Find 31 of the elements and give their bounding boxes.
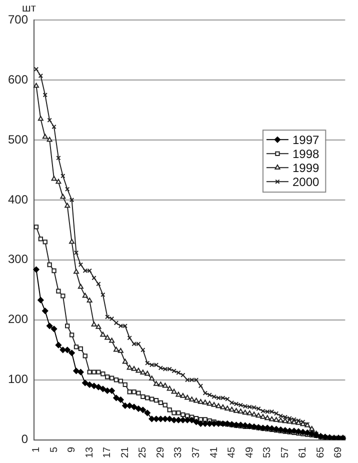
legend-label: 1999 — [292, 160, 320, 175]
x-tick-label: 41 — [208, 446, 220, 458]
y-tick-label: 600 — [8, 72, 28, 86]
x-tick-label: 13 — [84, 446, 96, 458]
y-tick-label: 100 — [8, 372, 28, 386]
x-tick-label: 37 — [191, 446, 202, 458]
x-tick-label: 57 — [280, 446, 291, 458]
legend-label: 1997 — [292, 132, 320, 147]
x-tick-label: 17 — [102, 446, 114, 458]
x-tick-label: 33 — [173, 446, 184, 458]
x-tick-label: 65 — [315, 446, 326, 458]
y-tick-label: 700 — [8, 12, 28, 26]
y-axis-title: шт — [22, 2, 36, 15]
x-tick-label: 29 — [155, 446, 166, 458]
y-tick-label: 200 — [8, 312, 28, 326]
x-tick-label: 69 — [333, 446, 344, 458]
x-tick-label: 1 — [30, 446, 42, 452]
x-tick-label: 61 — [298, 446, 309, 458]
legend-label: 1998 — [292, 146, 320, 161]
legend-label: 2000 — [292, 174, 320, 189]
x-tick-label: 25 — [138, 446, 149, 458]
x-tick-label: 45 — [226, 446, 238, 458]
x-tick-label: 5 — [48, 446, 60, 452]
x-tick-label: 53 — [262, 446, 274, 458]
x-tick-label: 21 — [120, 446, 131, 458]
y-tick-label: 400 — [8, 192, 28, 206]
x-tick-label: 9 — [66, 446, 78, 452]
x-tick-label: 49 — [244, 446, 256, 458]
y-tick-label: 500 — [8, 132, 28, 146]
y-tick-label: 300 — [8, 252, 28, 266]
y-tick-label: 0 — [21, 432, 28, 446]
